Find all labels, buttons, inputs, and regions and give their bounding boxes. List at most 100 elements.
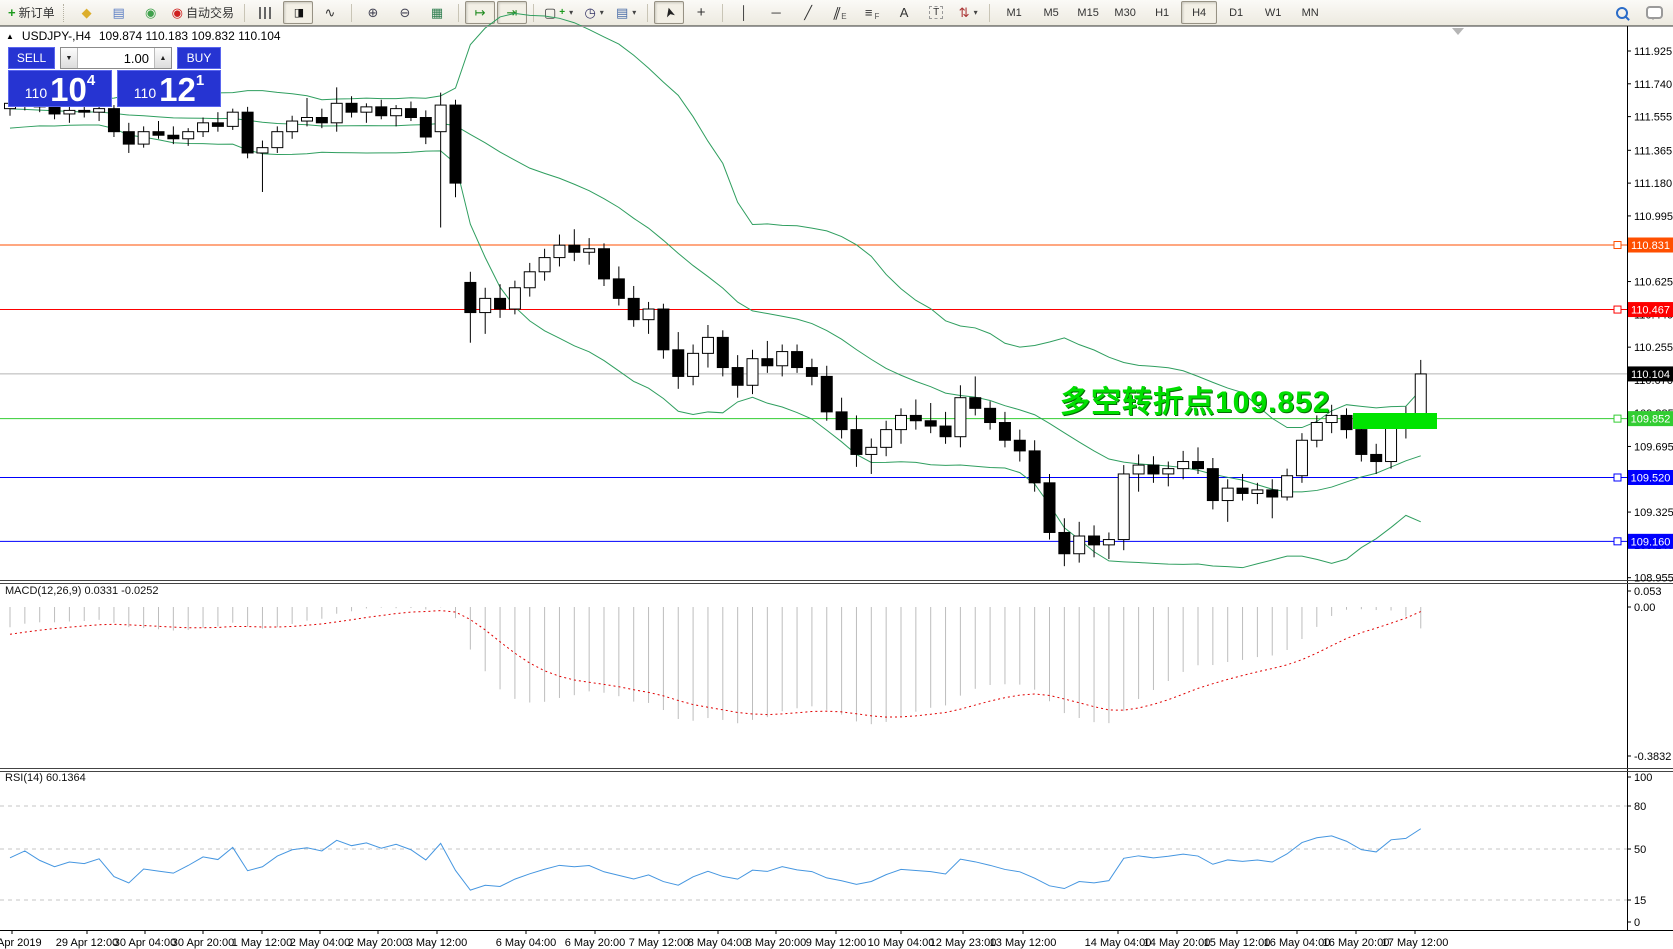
candle-body — [553, 244, 566, 259]
search-button[interactable] — [1607, 1, 1637, 24]
crosshair-button[interactable]: + — [686, 1, 716, 24]
candle-body — [197, 122, 210, 133]
time-tick-label: 16 May 20:00 — [1323, 937, 1390, 949]
price-level-badge — [1628, 411, 1673, 427]
arrows-button[interactable]: ⇅ ▾ — [953, 1, 983, 24]
timeframe-button-d1[interactable]: D1 — [1229, 6, 1244, 19]
candle-body — [211, 122, 224, 127]
new-chart-button[interactable]: ▢ + ▾ — [540, 1, 577, 24]
bar-chart-button[interactable] — [251, 1, 281, 24]
fibonacci-icon: ≡ — [864, 5, 873, 20]
sell-price-button[interactable]: 110 10 4 — [8, 70, 112, 107]
chart-shift-button[interactable]: ⇥ — [496, 1, 527, 24]
volume-increase-button[interactable]: ▲ — [154, 48, 171, 68]
autotrade-button[interactable]: ◉ 自动交易 — [168, 1, 238, 24]
time-tick-label: 2 May 20:00 — [348, 937, 409, 949]
fibonacci-button[interactable]: ≡ F — [864, 5, 880, 21]
candle-body — [761, 358, 774, 367]
rsi-axis-label: 0 — [1634, 917, 1640, 929]
timeframe-button-mn[interactable]: MN — [1301, 6, 1319, 19]
auto-scroll-button[interactable]: ↦ — [464, 1, 495, 24]
candle-body — [1102, 539, 1115, 546]
signal-button[interactable]: ◉ — [136, 1, 166, 24]
zoom-in-button[interactable]: ⊕ — [358, 1, 388, 24]
vertical-line-button[interactable]: │ — [729, 1, 759, 24]
timeframe-button-m30[interactable]: M30 — [1114, 6, 1136, 19]
candle-body — [731, 367, 744, 386]
candle-body — [1058, 531, 1071, 555]
templates-button[interactable]: ▤ ▾ — [611, 1, 641, 24]
candle-body — [969, 397, 982, 409]
candle-body — [805, 367, 818, 377]
tile-windows-button[interactable]: ▦ — [422, 1, 452, 24]
timeframe-button-h1[interactable]: H1 — [1155, 6, 1170, 19]
navigator-icon: ▤ — [112, 5, 125, 20]
signal-icon: ◉ — [144, 5, 157, 20]
dropdown-arrow-icon: ▾ — [632, 8, 637, 17]
candle-body — [122, 131, 135, 145]
rsi-axis-label: 15 — [1634, 895, 1646, 907]
bar-chart-icon — [259, 6, 273, 19]
trendline-button[interactable]: ╱ — [793, 1, 823, 24]
time-tick-label: 30 Apr 04:00 — [114, 937, 176, 949]
chart-annotation-text[interactable]: 多空转折点109.852 — [1060, 386, 1331, 419]
volume-decrease-button[interactable]: ▼ — [61, 48, 78, 68]
candle-body — [909, 414, 922, 422]
candle-body — [345, 102, 358, 113]
chat-button[interactable] — [1639, 1, 1669, 24]
line-chart-button[interactable]: ∿ — [315, 1, 345, 24]
text-label-button[interactable]: T — [921, 1, 951, 24]
candle-body — [627, 297, 640, 321]
candle-body — [226, 111, 239, 127]
rsi-axis-label: 80 — [1634, 801, 1646, 813]
highlighter-button[interactable]: ◆ — [72, 1, 102, 24]
chart-shift-marker-icon — [1452, 28, 1464, 35]
timeframe-button-w1[interactable]: W1 — [1264, 6, 1282, 19]
buy-price-button[interactable]: 110 12 1 — [117, 70, 221, 107]
auto-scroll-icon: ↦ — [474, 5, 486, 20]
buy-button[interactable]: BUY — [177, 47, 221, 69]
volume-input[interactable] — [78, 48, 154, 68]
timeframe-button-m5[interactable]: M5 — [1043, 6, 1059, 19]
navigator-button[interactable]: ▤ — [104, 1, 134, 24]
timeframe-button-m15[interactable]: M15 — [1077, 6, 1099, 19]
sell-price-base: 110 — [24, 85, 48, 101]
candle-body — [865, 446, 878, 455]
candle-body — [850, 429, 863, 455]
horizontal-line-button[interactable]: ─ — [761, 1, 791, 24]
line-end-marker — [1613, 537, 1622, 546]
price-tick-label: 110.995 — [1634, 211, 1673, 223]
autotrade-icon: ◉ — [171, 5, 183, 20]
candle-body — [152, 131, 165, 136]
candle-body — [390, 108, 403, 117]
sell-button[interactable]: SELL — [8, 47, 55, 69]
candle-body — [167, 134, 180, 140]
candle-body — [1043, 482, 1056, 533]
line-end-marker — [1613, 473, 1622, 482]
timeframe-button-m1[interactable]: M1 — [1006, 6, 1022, 19]
candle-chart-button[interactable]: ▯▮ — [282, 1, 313, 24]
collapse-panel-icon[interactable]: ▲ — [6, 31, 14, 41]
new-order-button[interactable]: + 新订单 — [4, 1, 59, 24]
candle-body — [360, 106, 373, 113]
price-tick-label: 109.695 — [1634, 441, 1673, 453]
new-order-icon: + — [8, 5, 16, 20]
cursor-button[interactable]: ➤ — [654, 1, 685, 24]
buy-price-main: 12 — [159, 70, 196, 108]
candle-body — [1281, 475, 1294, 498]
candle-body — [479, 297, 492, 314]
channel-button[interactable]: ∥ E — [831, 5, 847, 21]
current-price-badge-label: 110.104 — [1631, 369, 1670, 381]
timeframe-button-h4[interactable]: H4 — [1181, 1, 1218, 24]
time-tick-label: 29 Apr 12:00 — [56, 937, 118, 949]
text-button[interactable]: A — [889, 1, 919, 24]
candle-body — [924, 420, 937, 427]
symbol-ohlc: 109.874 110.183 109.832 110.104 — [98, 29, 281, 43]
price-level-badge-label: 110.831 — [1631, 240, 1670, 252]
toolbar-separator — [647, 3, 649, 22]
candle-body — [657, 308, 670, 351]
periods-button[interactable]: ◷ ▾ — [579, 1, 609, 24]
zoom-out-button[interactable]: ⊖ — [390, 1, 420, 24]
